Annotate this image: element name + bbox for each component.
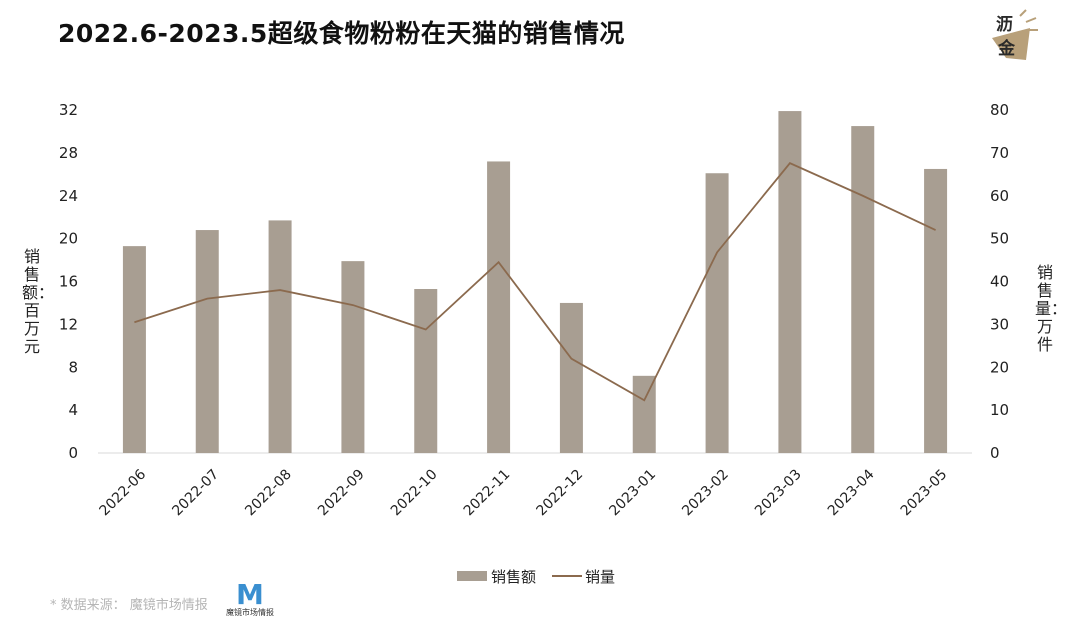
y-right-tick-label: 50	[990, 230, 1009, 248]
chart-title: 2022.6-2023.5超级食物粉粉在天猫的销售情况	[58, 19, 625, 48]
bar-sales	[414, 289, 438, 453]
legend-label-sales: 销售额	[491, 568, 536, 586]
x-tick-label: 2023-02	[679, 467, 732, 520]
combo-chart: 0 4 8 12 16 20 24 28 32 0 10 20 30 40 50 60 70 80 2022-06 2…	[59, 101, 1009, 586]
bar-sales	[851, 126, 875, 453]
x-tick-label: 2022-08	[242, 467, 295, 520]
y-right-tick-label: 70	[990, 144, 1009, 162]
y-right-tick-label: 30	[990, 315, 1009, 333]
source-m-icon: M	[236, 578, 264, 611]
x-tick-label: 2023-04	[825, 466, 878, 519]
x-tick-label: 2022-06	[97, 466, 150, 519]
svg-text:M: M	[236, 578, 264, 608]
y-left-tick-label: 12	[59, 315, 78, 333]
x-tick-label: 2022-09	[315, 467, 368, 520]
x-tick-label: 2022-12	[534, 467, 587, 520]
y-left-tick-label: 20	[59, 230, 78, 248]
x-tick-label: 2022-07	[169, 467, 222, 520]
y-left-tick-label: 28	[59, 144, 78, 162]
y-left-tick-label: 32	[59, 101, 78, 119]
y-left-tick-label: 16	[59, 273, 78, 291]
x-tick-label: 2023-05	[898, 467, 951, 520]
y-left-tick-label: 4	[68, 401, 78, 419]
bar-sales	[924, 168, 948, 453]
bar-sales	[778, 111, 802, 454]
y-right-tick-label: 10	[990, 401, 1009, 419]
bar-sales	[705, 173, 729, 453]
bar-sales	[341, 261, 365, 453]
y-left-tick-label: 8	[68, 358, 78, 376]
y-right-tick-label: 40	[990, 273, 1009, 291]
y-right-tick-label: 20	[990, 358, 1009, 376]
bar-sales	[487, 161, 511, 453]
legend-label-volume: 销量	[585, 568, 615, 586]
y-left-tick-label: 0	[68, 444, 78, 462]
y-right-tick-label: 0	[990, 444, 1000, 462]
bar-sales	[268, 220, 292, 453]
x-tick-label: 2023-03	[752, 467, 805, 520]
bar-sales	[632, 375, 656, 453]
data-source-note: * 数据来源： 魔镜市场情报	[50, 598, 208, 613]
x-tick-label: 2022-11	[461, 467, 514, 520]
logo-text-bottom: 金	[998, 39, 1015, 59]
bar-sales	[122, 246, 146, 453]
logo-text-top: 沥	[996, 15, 1013, 35]
legend-swatch-sales	[457, 571, 487, 581]
x-tick-label: 2022-10	[388, 467, 441, 520]
source-brand-logo: M 魔镜市场情报	[226, 578, 280, 622]
logo-mark-icon	[992, 9, 1038, 60]
bar-sales	[559, 302, 583, 453]
brand-logo: 沥 金	[986, 8, 1044, 64]
y-right-tick-label: 80	[990, 101, 1009, 119]
x-tick-label: 2023-01	[606, 467, 659, 520]
y-right-tick-label: 60	[990, 187, 1009, 205]
bar-sales	[195, 230, 219, 453]
y-left-tick-label: 24	[59, 187, 78, 205]
line-volume	[134, 162, 936, 402]
source-brand-name: 魔镜市场情报	[226, 608, 274, 617]
